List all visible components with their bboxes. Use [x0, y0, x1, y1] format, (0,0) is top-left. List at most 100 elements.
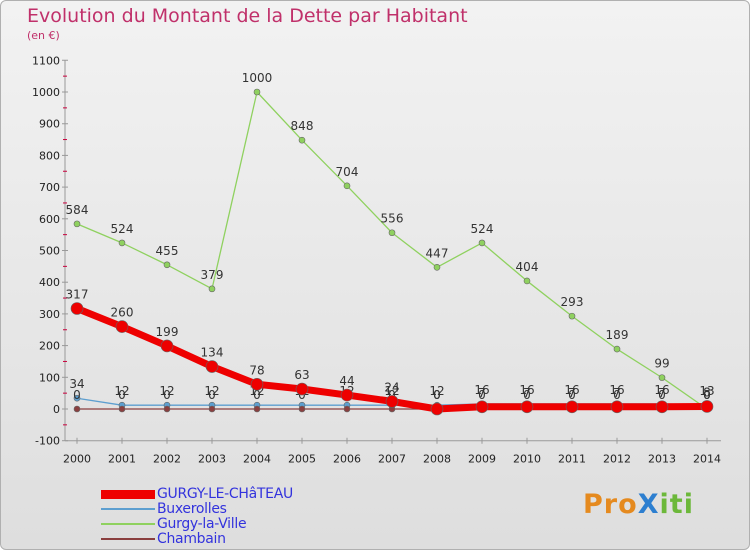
- logo-letter: t: [669, 489, 684, 520]
- data-point-gurgy-le-ch-teau: [205, 360, 219, 373]
- data-point-gurgy-la-ville: [118, 239, 126, 247]
- legend-label: Buxerolles: [157, 501, 227, 517]
- x-tick-label: 2005: [288, 453, 316, 466]
- data-point-chambain: [73, 405, 81, 413]
- data-label-gurgy-le-ch-teau: 7: [523, 386, 531, 400]
- data-point-gurgy-la-ville: [568, 312, 576, 320]
- data-point-gurgy-la-ville: [253, 88, 261, 96]
- logo-letter: o: [618, 489, 638, 520]
- data-label-buxerolles: 16: [564, 383, 579, 397]
- x-tick-label: 2006: [333, 453, 361, 466]
- y-tick-label: 700: [39, 181, 60, 194]
- data-point-chambain: [298, 405, 306, 413]
- data-label-chambain: 0: [658, 388, 666, 402]
- legend-label: Chambain: [157, 531, 226, 547]
- data-label-gurgy-la-ville: 189: [606, 328, 629, 342]
- data-label-buxerolles: 16: [654, 383, 669, 397]
- data-point-gurgy-le-ch-teau: [340, 388, 354, 402]
- data-point-gurgy-le-ch-teau: [430, 402, 444, 416]
- data-label-chambain: 0: [523, 388, 531, 402]
- logo-letter: r: [603, 489, 619, 520]
- data-point-gurgy-le-ch-teau: [295, 382, 309, 396]
- data-label-gurgy-le-ch-teau: 7: [568, 386, 576, 400]
- data-point-gurgy-le-ch-teau: [250, 377, 264, 391]
- data-label-chambain: 0: [478, 388, 486, 402]
- legend-swatch: [101, 538, 155, 540]
- legend-swatch: [101, 489, 155, 499]
- data-label-chambain: 0: [703, 388, 711, 402]
- data-label-chambain: 0: [253, 388, 261, 402]
- data-point-chambain: [343, 405, 351, 413]
- data-label-gurgy-la-ville: 99: [654, 357, 669, 371]
- data-label-gurgy-le-ch-teau: 7: [613, 386, 621, 400]
- data-label-gurgy-la-ville: 848: [291, 119, 314, 133]
- y-tick-label: 200: [39, 340, 60, 353]
- data-label-gurgy-le-ch-teau: 78: [249, 363, 264, 377]
- data-label-gurgy-le-ch-teau: 24: [384, 380, 399, 394]
- data-point-chambain: [208, 405, 216, 413]
- data-label-gurgy-la-ville: 524: [111, 222, 134, 236]
- data-point-gurgy-la-ville: [433, 264, 441, 271]
- data-label-chambain: 0: [73, 388, 81, 402]
- data-label-gurgy-la-ville: 293: [561, 295, 584, 309]
- data-point-gurgy-le-ch-teau: [475, 400, 489, 414]
- logo-letter: i: [683, 489, 694, 520]
- data-point-gurgy-la-ville: [478, 239, 486, 247]
- x-tick-label: 2000: [63, 453, 91, 466]
- logo-letter: X: [637, 489, 660, 520]
- data-label-gurgy-le-ch-teau: 8: [703, 385, 711, 399]
- data-label-gurgy-la-ville: 447: [426, 246, 449, 260]
- legend-label: Gurgy-la-Ville: [157, 516, 247, 532]
- y-tick-label: 400: [39, 276, 60, 289]
- data-label-gurgy-le-ch-teau: 0: [433, 388, 441, 402]
- data-point-gurgy-la-ville: [613, 345, 621, 353]
- data-point-gurgy-le-ch-teau: [610, 400, 624, 414]
- x-tick-label: 2003: [198, 453, 226, 466]
- data-label-chambain: 0: [163, 388, 171, 402]
- data-label-chambain: 0: [568, 388, 576, 402]
- legend-swatch: [101, 508, 155, 510]
- y-tick-label: 300: [39, 308, 60, 321]
- y-tick-label: 100: [39, 371, 60, 384]
- data-point-gurgy-la-ville: [343, 182, 351, 190]
- data-point-gurgy-la-ville: [73, 220, 81, 228]
- x-tick-label: 2001: [108, 453, 136, 466]
- y-tick-label: 800: [39, 149, 60, 162]
- data-label-gurgy-la-ville: 704: [336, 165, 359, 179]
- data-point-chambain: [163, 405, 171, 413]
- data-label-chambain: 0: [388, 388, 396, 402]
- data-label-gurgy-le-ch-teau: 134: [201, 346, 224, 360]
- data-label-buxerolles: 16: [474, 383, 489, 397]
- data-label-gurgy-la-ville: 379: [201, 268, 224, 282]
- data-label-gurgy-la-ville: 584: [66, 203, 89, 217]
- data-label-gurgy-la-ville: 524: [471, 222, 494, 236]
- x-tick-label: 2009: [468, 453, 496, 466]
- data-label-buxerolles: 16: [609, 383, 624, 397]
- x-tick-label: 2002: [153, 453, 181, 466]
- data-label-chambain: 0: [613, 388, 621, 402]
- data-point-gurgy-le-ch-teau: [160, 339, 174, 353]
- data-point-gurgy-le-ch-teau: [385, 395, 399, 408]
- data-label-gurgy-le-ch-teau: 44: [339, 374, 354, 388]
- data-point-gurgy-le-ch-teau: [115, 320, 129, 333]
- x-tick-label: 2010: [513, 453, 541, 466]
- data-label-gurgy-le-ch-teau: 317: [66, 288, 89, 302]
- y-tick-label: 1100: [32, 54, 60, 67]
- data-label-gurgy-la-ville: 0: [703, 388, 711, 402]
- legend-swatch: [101, 523, 155, 525]
- data-label-chambain: 0: [208, 388, 216, 402]
- x-tick-label: 2013: [648, 453, 676, 466]
- proxiti-logo: ProXiti: [583, 489, 694, 520]
- data-label-gurgy-la-ville: 455: [156, 244, 179, 258]
- data-label-gurgy-le-ch-teau: 260: [111, 306, 134, 320]
- chart-subtitle: (en €): [27, 29, 60, 42]
- data-point-chambain: [253, 405, 261, 413]
- data-point-buxerolles: [73, 394, 81, 402]
- legend-label: GURGY-LE-CHâTEAU: [157, 486, 293, 502]
- data-label-gurgy-la-ville: 404: [516, 260, 539, 274]
- data-point-gurgy-le-ch-teau: [655, 400, 669, 414]
- data-label-buxerolles: 13: [699, 384, 714, 398]
- y-tick-label: 500: [39, 245, 60, 258]
